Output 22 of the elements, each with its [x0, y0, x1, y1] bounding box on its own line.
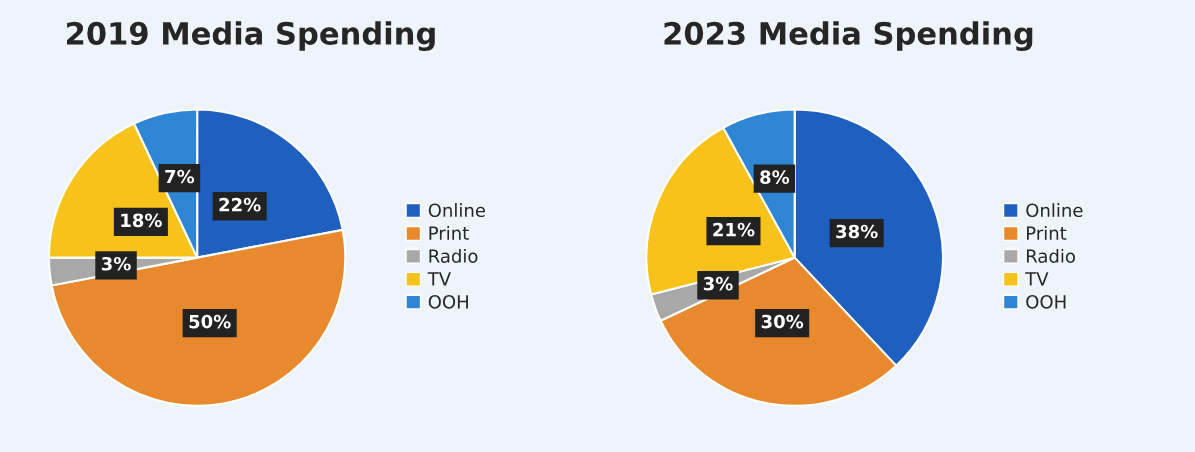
data-label: 50%: [189, 314, 231, 329]
legend-label: TV: [427, 272, 451, 286]
data-label: 18%: [121, 213, 162, 228]
legend-label: Radio: [1027, 248, 1075, 263]
data-label: 3%: [101, 256, 131, 271]
data-label: 8%: [760, 170, 790, 184]
legend-label: OOH: [1026, 295, 1066, 309]
chart-title: 2019 Media Spending: [67, 21, 435, 52]
data-label: 7%: [165, 169, 195, 184]
legend-label: Online: [428, 203, 485, 218]
legend-label: OOH: [428, 295, 468, 309]
legend-label: Online: [1026, 203, 1083, 218]
legend-label: Print: [1027, 226, 1067, 240]
data-label: 3%: [703, 276, 733, 291]
legend-label: Print: [429, 226, 469, 240]
legend-label: TV: [1025, 272, 1049, 286]
data-label: 22%: [219, 197, 261, 212]
data-label: 30%: [761, 314, 804, 329]
data-label: 38%: [836, 224, 878, 239]
legend-label: Radio: [429, 248, 478, 263]
chart-title: 2023 Media Spending: [664, 21, 1033, 52]
data-label: 21%: [713, 222, 755, 237]
